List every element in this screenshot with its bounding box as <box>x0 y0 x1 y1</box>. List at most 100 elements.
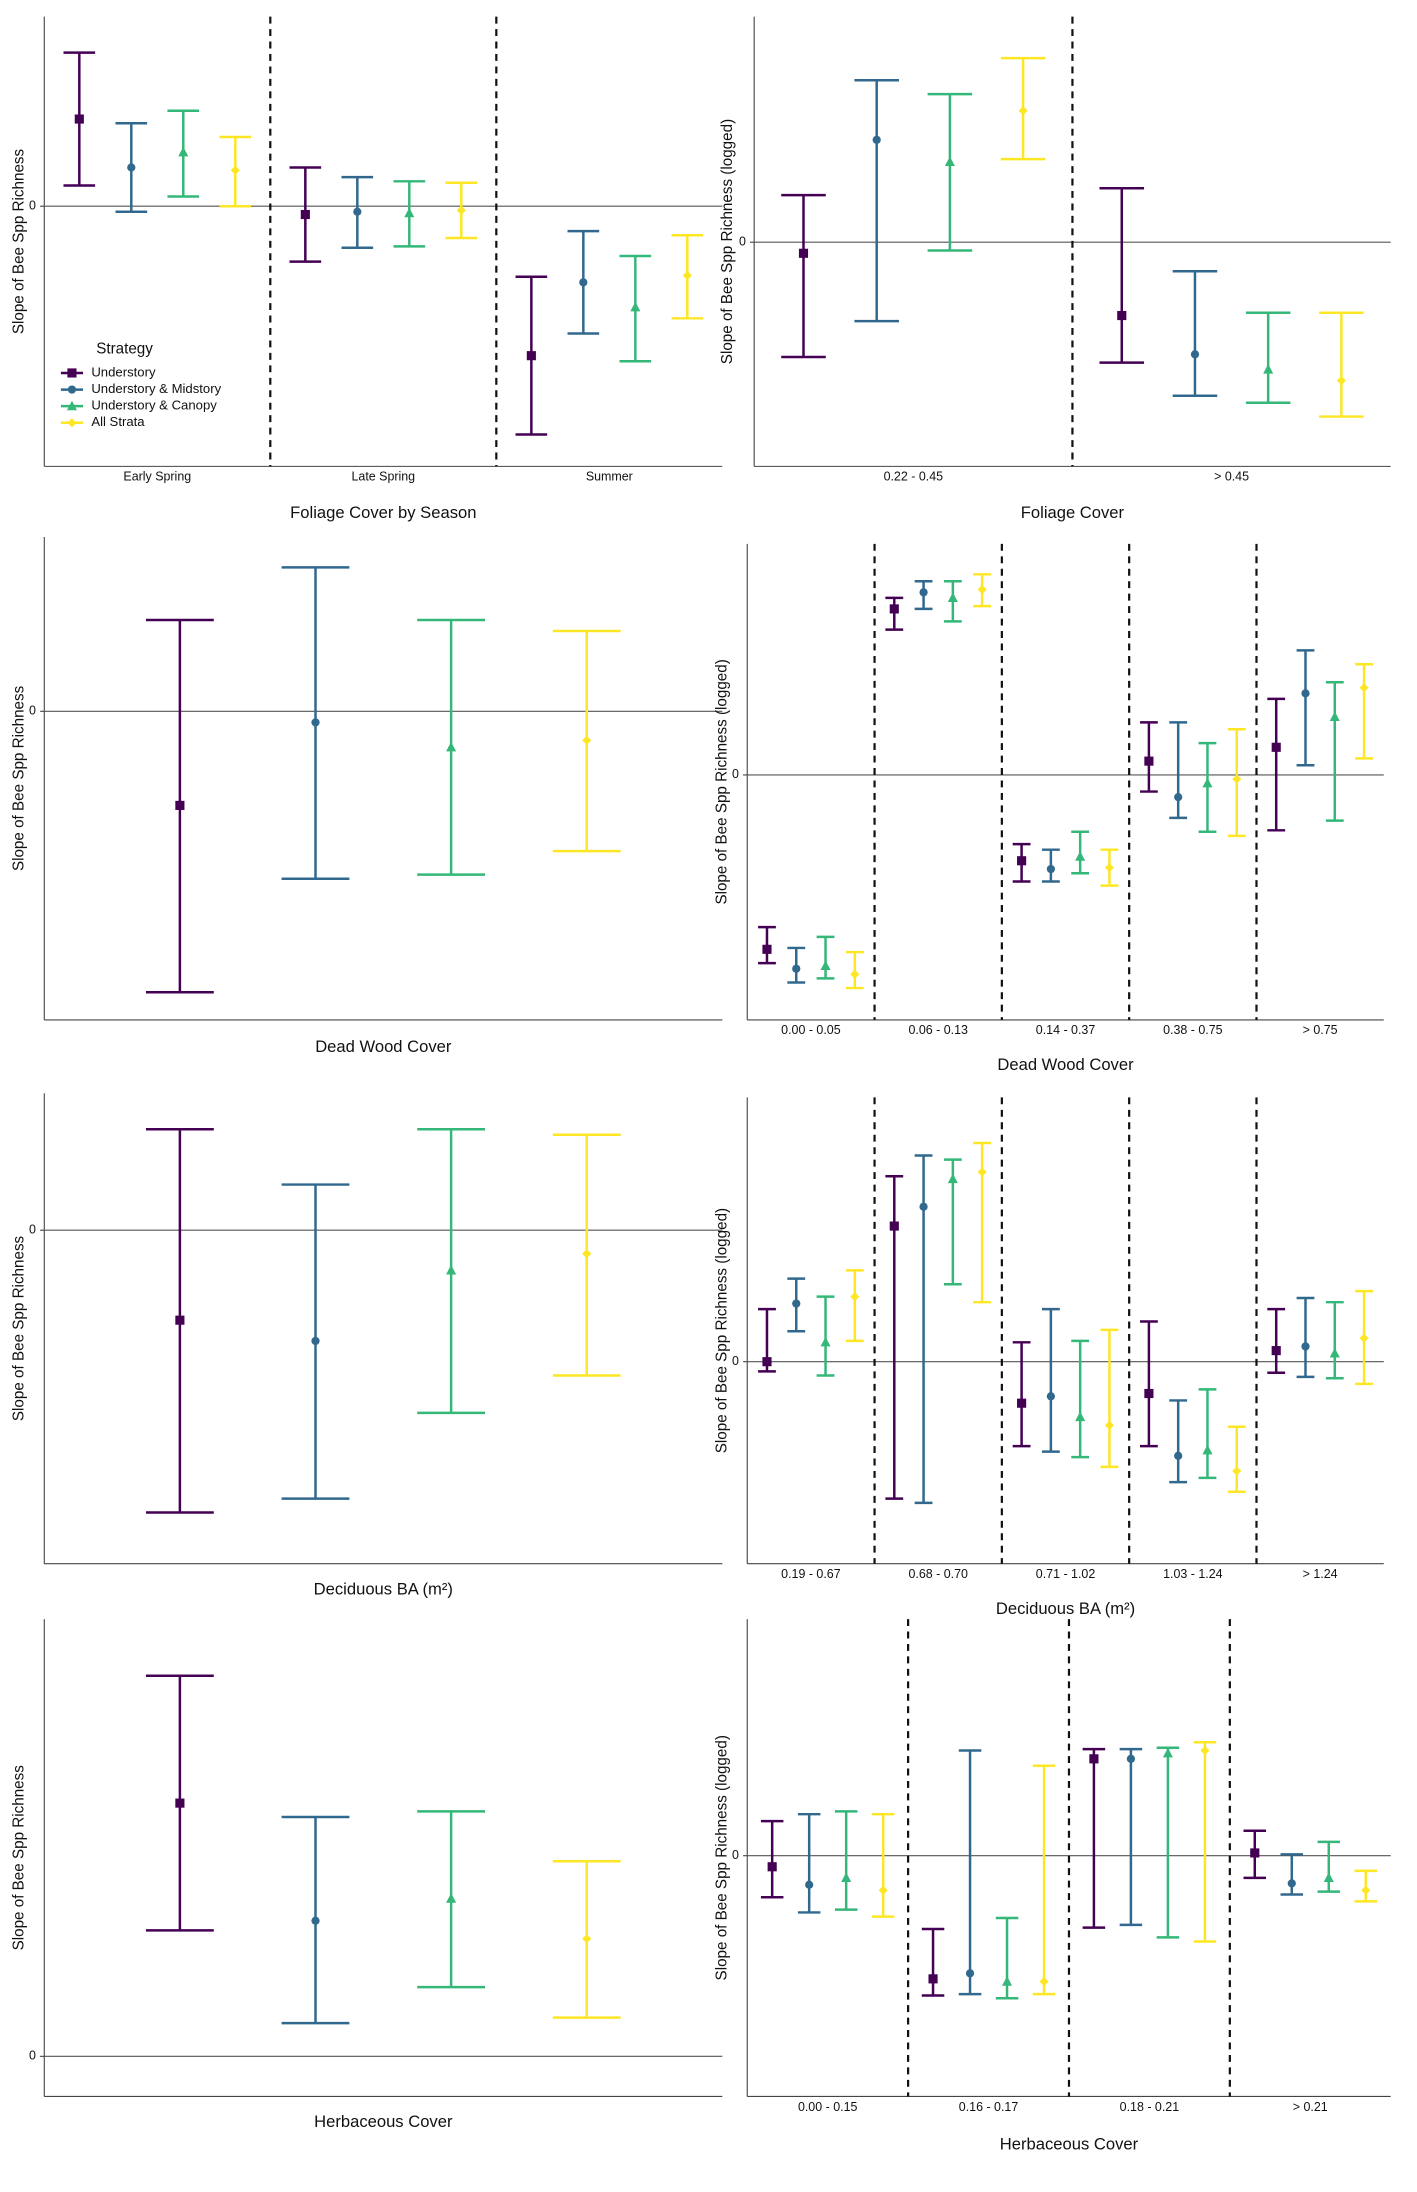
point <box>1017 856 1027 866</box>
y-tick-label: 0 <box>29 1223 36 1237</box>
point <box>311 1916 320 1925</box>
x-axis-label: Deciduous BA (m²) <box>996 1599 1135 1618</box>
legend-title: Strategy <box>96 340 153 357</box>
point <box>1017 1398 1027 1408</box>
point <box>1301 689 1310 698</box>
point <box>1359 683 1369 693</box>
x-tick-label: 0.22 - 0.45 <box>884 470 944 484</box>
x-tick-label: 0.71 - 1.02 <box>1036 1567 1096 1581</box>
point <box>1174 1451 1183 1460</box>
x-tick-label: > 0.21 <box>1293 2100 1328 2114</box>
y-tick-label: 0 <box>29 199 36 213</box>
y-axis-label: Slope of Bee Spp Richness <box>10 148 27 334</box>
point <box>1329 711 1340 721</box>
point <box>947 1173 958 1184</box>
point <box>1301 1342 1310 1351</box>
point <box>919 1202 928 1211</box>
point <box>1162 1747 1173 1758</box>
y-axis-label: Slope of Bee Spp Richness (logged) <box>713 1208 730 1453</box>
point <box>1046 1392 1055 1401</box>
y-axis-label: Slope of Bee Spp Richness <box>10 685 27 871</box>
point <box>1018 106 1028 116</box>
x-axis-label: Foliage Cover <box>1021 503 1125 522</box>
point <box>127 163 136 172</box>
point <box>579 278 588 287</box>
y-tick-label: 0 <box>732 767 739 781</box>
x-tick-label: 0.06 - 0.13 <box>908 1023 968 1037</box>
point <box>175 800 185 810</box>
point <box>889 1221 899 1231</box>
point <box>353 207 362 216</box>
x-axis-label: Dead Wood Cover <box>315 1037 452 1056</box>
legend-label: Understory & Midstory <box>91 381 221 396</box>
point <box>1271 1346 1281 1356</box>
point <box>820 1336 831 1347</box>
x-axis-label: Herbaceous Cover <box>1000 2134 1139 2153</box>
point <box>446 1893 457 1903</box>
x-tick-label: > 0.45 <box>1214 470 1249 484</box>
point <box>1104 863 1115 873</box>
point <box>889 604 899 614</box>
legend-label: All Strata <box>91 414 145 429</box>
y-axis-label: Slope of Bee Spp Richness (logged) <box>719 119 736 364</box>
point <box>1075 851 1086 861</box>
y-tick-label: 0 <box>732 1354 739 1368</box>
point <box>1046 864 1055 874</box>
point <box>1039 1977 1049 1987</box>
point <box>66 400 77 411</box>
point <box>178 146 189 157</box>
y-axis-label: Slope of Bee Spp Richness (logged) <box>713 1735 730 1980</box>
point <box>965 1969 975 1978</box>
y-tick-label: 0 <box>732 1848 739 1862</box>
x-tick-label: 0.14 - 0.37 <box>1036 1023 1096 1037</box>
x-axis-label: Herbaceous Cover <box>314 2112 453 2131</box>
point <box>1104 1420 1115 1430</box>
point <box>1232 774 1242 784</box>
x-tick-label: 0.38 - 0.75 <box>1163 1023 1223 1037</box>
point <box>630 301 641 312</box>
point <box>792 964 801 973</box>
point <box>928 1974 938 1984</box>
x-tick-label: 0.00 - 0.15 <box>798 2100 858 2114</box>
point <box>767 1862 777 1872</box>
point <box>1190 350 1200 359</box>
point <box>805 1880 814 1889</box>
point <box>1144 756 1154 766</box>
point <box>582 735 592 745</box>
x-tick-label: 0.19 - 0.67 <box>781 1567 841 1581</box>
y-tick-label: 0 <box>29 704 36 718</box>
point <box>1336 376 1346 386</box>
y-tick-label: 0 <box>739 234 746 248</box>
x-axis-label: Dead Wood Cover <box>997 1055 1134 1074</box>
x-tick-label: 0.68 - 0.70 <box>908 1567 968 1581</box>
point <box>446 741 457 752</box>
x-tick-label: 0.18 - 0.21 <box>1120 2100 1180 2114</box>
point <box>1117 310 1127 321</box>
y-axis-label: Slope of Bee Spp Richness (logged) <box>713 659 730 904</box>
point <box>944 156 955 167</box>
y-axis-label: Slope of Bee Spp Richness <box>10 1235 27 1421</box>
point <box>1250 1848 1260 1858</box>
point <box>175 1315 185 1325</box>
point <box>1089 1754 1099 1764</box>
point <box>1126 1754 1136 1763</box>
point <box>878 1885 888 1895</box>
point <box>311 718 320 727</box>
point <box>74 114 84 124</box>
x-tick-label: Early Spring <box>123 470 191 484</box>
legend-label: Understory & Canopy <box>91 398 217 413</box>
point <box>762 944 772 954</box>
point <box>820 960 831 971</box>
point <box>1202 1444 1213 1455</box>
point <box>456 205 466 215</box>
point <box>1263 364 1274 374</box>
x-tick-label: 0.00 - 0.05 <box>781 1023 841 1037</box>
point <box>1075 1411 1086 1422</box>
point <box>67 385 77 394</box>
point <box>682 270 692 280</box>
point <box>1200 1745 1210 1756</box>
x-axis-label: Deciduous BA (m²) <box>314 1579 453 1598</box>
point <box>792 1299 801 1308</box>
point <box>977 1167 987 1177</box>
